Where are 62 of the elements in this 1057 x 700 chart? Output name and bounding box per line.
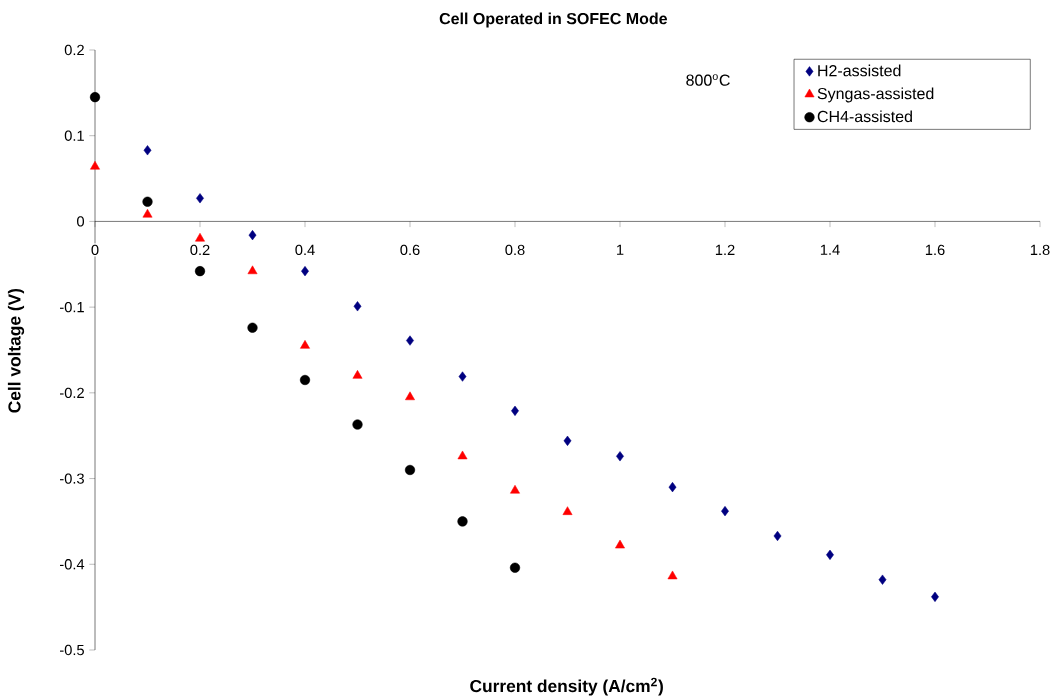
point — [352, 419, 363, 430]
point — [301, 266, 309, 277]
x-tick-label: 0.8 — [505, 244, 525, 256]
point — [89, 92, 101, 103]
point — [457, 450, 468, 460]
point — [510, 484, 520, 494]
point — [194, 266, 206, 277]
point — [195, 232, 205, 242]
point — [615, 539, 625, 549]
point — [142, 208, 153, 218]
y-tick-label: -0.5 — [59, 644, 84, 656]
y-axis-title: Cell voltage (V) — [7, 288, 25, 413]
x-tick-label: 0.2 — [190, 244, 210, 256]
point — [406, 335, 414, 346]
point — [352, 370, 363, 379]
y-tick-label: -0.1 — [59, 301, 84, 313]
point — [457, 516, 468, 527]
x-tick-label: 0.6 — [400, 244, 420, 256]
point — [248, 230, 257, 241]
x-tick-label: 0 — [91, 244, 99, 256]
point — [878, 574, 887, 585]
point — [826, 549, 834, 560]
point — [511, 405, 519, 416]
point — [563, 435, 572, 446]
point — [353, 301, 362, 312]
y-tick-label: -0.4 — [59, 559, 85, 570]
point — [509, 562, 521, 573]
point — [405, 391, 415, 401]
point — [458, 371, 467, 382]
x-tick-label: 1.4 — [820, 244, 840, 255]
point — [90, 160, 100, 170]
y-tick-label: -0.3 — [59, 473, 84, 484]
point — [773, 530, 782, 542]
x-tick-label: 1.6 — [925, 244, 945, 256]
point — [667, 570, 678, 580]
point — [404, 464, 416, 476]
point — [616, 451, 624, 462]
annotation: 800$^{o}$C — [686, 74, 730, 86]
x-tick-label: 1.8 — [1030, 244, 1050, 256]
point — [247, 322, 258, 333]
x-tick-label: 1.2 — [715, 244, 735, 255]
x-axis-title: Current density (A/cm$^{2}$) — [470, 677, 663, 696]
y-tick-label: -0.2 — [59, 387, 84, 399]
point — [668, 482, 677, 493]
y-tick-label: 0.1 — [64, 130, 84, 141]
point — [196, 193, 204, 204]
x-tick-label: 1 — [617, 244, 624, 255]
point — [142, 196, 153, 207]
y-tick-label: 0.2 — [64, 44, 84, 56]
point — [931, 591, 939, 602]
legend-label: CH4-assisted — [817, 110, 912, 123]
y-tick-label: 0 — [77, 216, 85, 227]
x-tick-label: 0.4 — [295, 244, 315, 256]
chart-title: Cell Operated in SOFEC Mode — [439, 12, 668, 28]
legend-label: Syngas-assisted — [817, 87, 934, 103]
legend-label: H2-assisted — [818, 64, 901, 77]
point — [562, 506, 573, 515]
point — [721, 506, 729, 517]
point — [247, 265, 258, 275]
point — [299, 374, 311, 386]
point — [143, 145, 152, 156]
point — [300, 340, 310, 349]
